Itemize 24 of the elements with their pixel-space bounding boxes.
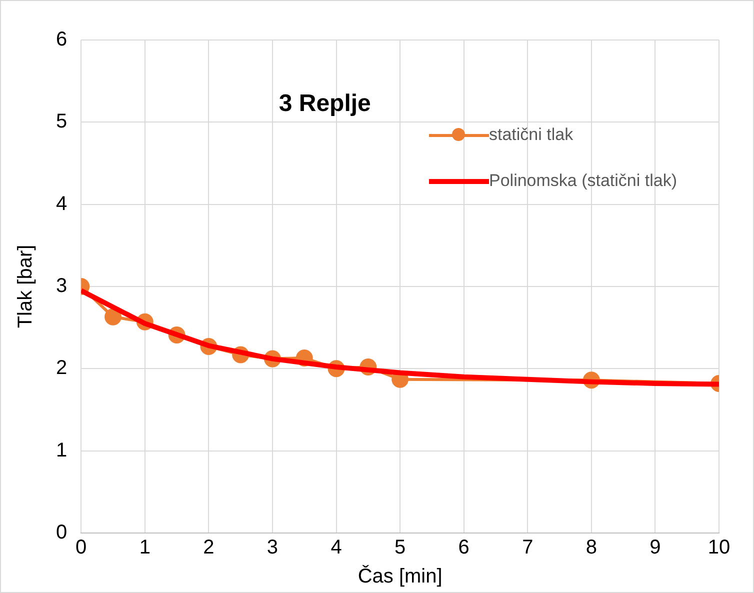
point [104,308,122,326]
x-tick-label: 8 [586,536,597,559]
x-tick-label: 1 [139,536,150,559]
x-tick-label: 9 [650,536,661,559]
x-tick-label: 5 [394,536,406,559]
x-tick-label: 10 [708,536,730,559]
y-tick-label: 1 [56,439,68,462]
y-axis-title: Tlak [bar] [14,244,37,328]
x-tick-label: 0 [76,536,87,559]
x-tick-label: 3 [266,536,278,559]
x-axis-title: Čas [min] [358,564,442,588]
y-tick-label: 0 [56,522,68,544]
y-tick-label: 4 [56,192,68,215]
text: 3 Replje [278,90,371,118]
y-tick-label: 2 [56,357,68,380]
x-tick-label: 6 [458,536,470,559]
legend-label: Polinomska (statični tlak) [489,171,678,191]
x-tick-label: 4 [330,536,342,559]
y-tick-label: 3 [56,275,68,298]
x-tick-label: 7 [522,536,534,559]
y-tick-label: 6 [56,28,68,51]
y-tick-label: 5 [56,110,68,133]
x-tick-label: 2 [203,536,214,559]
legend-label: statični tlak [489,125,574,145]
